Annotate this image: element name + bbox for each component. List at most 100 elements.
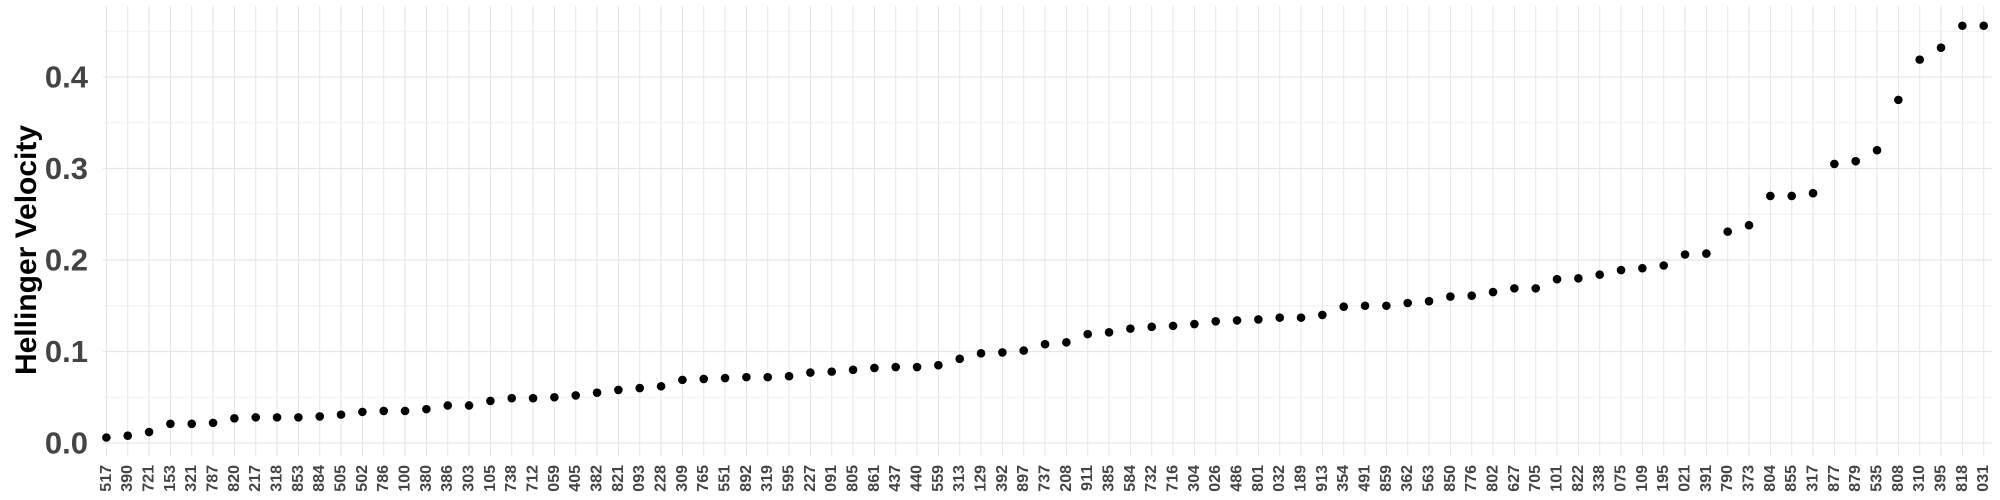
x-tick-label: 392 xyxy=(994,465,1011,492)
data-point xyxy=(571,391,581,400)
x-tick-label: 787 xyxy=(205,465,222,492)
data-point xyxy=(656,381,666,391)
data-point xyxy=(1851,156,1861,166)
x-tick-label: 818 xyxy=(1954,465,1971,492)
x-tick-label: 208 xyxy=(1058,465,1075,492)
data-point xyxy=(1382,301,1391,311)
data-point xyxy=(315,412,325,421)
data-point xyxy=(528,393,538,403)
x-tick-label: 853 xyxy=(290,465,307,492)
x-tick-label: 765 xyxy=(695,465,712,492)
x-tick-label: 390 xyxy=(119,465,136,492)
data-point xyxy=(912,362,922,372)
y-tick-label: 0.4 xyxy=(45,60,89,95)
x-tick-label: 319 xyxy=(759,465,776,492)
y-tick-label: 0.1 xyxy=(45,334,88,369)
data-point xyxy=(1766,191,1775,201)
y-tick-label: 0.3 xyxy=(45,151,88,186)
x-tick-label: 859 xyxy=(1378,465,1395,492)
x-tick-label: 101 xyxy=(1549,465,1566,492)
x-tick-label: 805 xyxy=(845,465,862,492)
data-point xyxy=(1232,316,1242,325)
data-point xyxy=(827,367,837,376)
data-point xyxy=(1936,43,1946,53)
x-tick-label: 313 xyxy=(951,465,968,492)
data-point xyxy=(1787,191,1797,201)
x-tick-label: 502 xyxy=(354,465,371,492)
data-point xyxy=(1211,317,1221,326)
data-point xyxy=(891,362,901,372)
x-tick-label: 559 xyxy=(930,465,947,492)
x-tick-label: 911 xyxy=(1079,465,1096,491)
data-point xyxy=(358,407,367,417)
x-tick-label: 385 xyxy=(1101,465,1118,492)
data-point xyxy=(742,372,751,382)
data-point xyxy=(1680,250,1690,259)
x-tick-label: 804 xyxy=(1762,465,1779,492)
y-tick-label: 0.2 xyxy=(45,243,88,278)
data-point xyxy=(763,372,773,382)
x-tick-label: 059 xyxy=(546,465,563,492)
x-tick-label: 913 xyxy=(1314,465,1331,492)
x-tick-label: 595 xyxy=(781,465,798,492)
x-tick-labels: 517 390 721 153 321 787 820 217 318 853 884 505 502 7… xyxy=(98,465,1992,492)
x-tick-label: 091 xyxy=(823,465,840,492)
x-tick-label: 391 xyxy=(1698,465,1715,492)
x-tick-label: 105 xyxy=(482,465,499,492)
x-tick-label: 195 xyxy=(1655,465,1672,492)
x-tick-label: 129 xyxy=(973,465,990,492)
data-point xyxy=(1894,95,1903,105)
x-tick-label: 786 xyxy=(375,465,392,492)
x-tick-label: 716 xyxy=(1165,465,1182,492)
data-point xyxy=(1424,296,1434,306)
x-tick-label: 584 xyxy=(1122,465,1139,492)
data-point xyxy=(806,368,815,377)
x-tick-label: 362 xyxy=(1399,465,1416,492)
x-tick-label: 486 xyxy=(1229,465,1246,492)
x-tick-label: 802 xyxy=(1485,465,1502,492)
data-point xyxy=(1019,346,1029,355)
data-point xyxy=(400,406,410,416)
data-point xyxy=(592,388,602,397)
data-point xyxy=(1531,284,1541,293)
data-point xyxy=(1190,319,1199,329)
y-tick-labels: 0.0 0.1 0.2 0.3 0.4 xyxy=(45,60,89,461)
data-point xyxy=(1104,327,1114,337)
x-tick-label: 100 xyxy=(397,465,414,492)
x-tick-label: 437 xyxy=(887,465,904,492)
x-tick-label: 850 xyxy=(1442,465,1459,492)
data-point xyxy=(1147,322,1157,332)
data-point xyxy=(123,431,133,440)
x-tick-label: 737 xyxy=(1037,465,1054,492)
x-tick-label: 712 xyxy=(525,465,542,492)
x-tick-label: 897 xyxy=(1015,465,1032,492)
data-point xyxy=(1979,21,1988,31)
data-point xyxy=(1574,274,1583,283)
x-tick-label: 877 xyxy=(1826,465,1843,492)
data-point xyxy=(1446,292,1455,301)
data-point xyxy=(1126,324,1135,333)
x-tick-label: 732 xyxy=(1143,465,1160,492)
x-tick-label: 551 xyxy=(717,465,734,492)
data-point xyxy=(422,404,431,414)
data-point xyxy=(379,406,389,416)
x-tick-label: 820 xyxy=(226,465,243,492)
data-point xyxy=(208,418,218,428)
y-tick-label: 0.0 xyxy=(45,426,88,461)
data-point xyxy=(166,419,175,429)
data-point xyxy=(870,363,879,373)
x-tick-label: 318 xyxy=(269,465,286,492)
x-tick-label: 380 xyxy=(418,465,435,492)
x-tick-label: 892 xyxy=(738,465,755,492)
data-point xyxy=(1296,313,1306,322)
x-tick-label: 821 xyxy=(610,465,627,492)
y-axis-label: Hellinger Velocity xyxy=(10,125,43,375)
data-point xyxy=(1744,220,1754,230)
x-tick-label: 228 xyxy=(653,465,670,492)
data-point xyxy=(976,349,986,358)
x-tick-label: 093 xyxy=(631,465,648,492)
data-point xyxy=(1318,310,1327,320)
grid xyxy=(103,6,1992,456)
data-point xyxy=(1830,159,1839,169)
x-tick-label: 822 xyxy=(1570,465,1587,492)
